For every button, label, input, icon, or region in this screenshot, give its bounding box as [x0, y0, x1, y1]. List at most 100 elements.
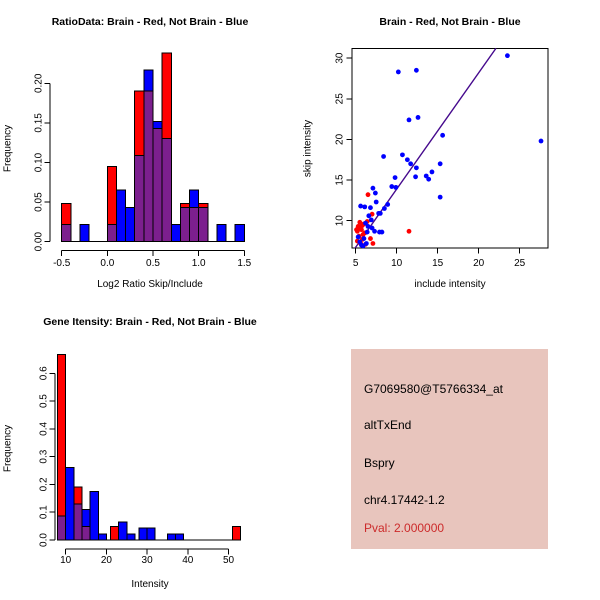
scatter-point-blue	[362, 204, 368, 210]
gene-info-panel: G7069580@T5766334_at altTxEnd Bspry chr4…	[351, 349, 548, 549]
fit-line	[354, 47, 497, 249]
histogram-bar-overlap	[161, 138, 172, 243]
histogram-bar-red	[73, 486, 83, 505]
scatter-point-blue	[363, 241, 369, 246]
scatter-point-blue	[358, 203, 364, 209]
histogram-bar-blue	[189, 189, 200, 209]
histogram-bar-blue	[118, 521, 128, 541]
histogram-bar-blue	[81, 509, 91, 528]
panel-intensity-scatter: Brain - Red, Not Brain - Blue 5 10 15 20 25 1…	[300, 0, 600, 300]
chromosome-location-text: chr4.17442-1.2	[364, 493, 445, 507]
scatter-point-red	[354, 227, 359, 233]
x-tick-label: 25	[514, 258, 526, 269]
scatter-point-blue	[369, 225, 375, 231]
histogram-bar-red	[106, 165, 117, 225]
y-tick-label: 25	[335, 93, 346, 105]
histogram-bar-red	[134, 90, 145, 156]
panel-gene-intensity-histogram: Gene Itensity: Brain - Red, Not Brain - …	[0, 300, 300, 600]
scatter-point-blue	[406, 117, 412, 123]
histogram-bar-blue	[152, 120, 163, 129]
histogram-bar-overlap	[198, 207, 209, 243]
scatter-point-blue	[361, 236, 367, 241]
scatter-point-blue	[368, 205, 373, 211]
histogram-bar-overlap	[189, 207, 200, 243]
scatter-point-blue	[365, 223, 371, 229]
y-tick-label: 20	[335, 133, 346, 145]
x-tick-label: -0.5	[53, 258, 71, 269]
y-tick-label: 0.15	[34, 113, 45, 133]
x-tick-label: 40	[182, 555, 194, 566]
y-tick-label: 0.3	[39, 449, 50, 463]
ratio-histogram-ylabel: Frequency	[2, 124, 14, 173]
y-tick-label: 0.20	[34, 73, 45, 93]
gene-intensity-histogram-plot: 10 20 30 40 50 0.0 0.1 0.2 0.3 0.4 0.5 0.6	[39, 354, 242, 566]
scatter-point-blue	[404, 157, 410, 163]
gene-symbol-text: Bspry	[364, 456, 395, 470]
histogram-bar-red	[232, 526, 242, 541]
scatter-point-blue	[372, 190, 378, 196]
scatter-point-blue	[400, 152, 405, 158]
histogram-bar-blue	[125, 207, 136, 243]
scatter-point-blue	[363, 220, 368, 226]
histogram-bar-blue	[65, 466, 75, 541]
y-tick-label: 0.10	[34, 152, 45, 172]
scatter-point-blue	[372, 228, 377, 234]
histogram-bar-red	[109, 526, 120, 541]
intensity-scatter-plot: 5 10 15 20 25 10 15 20 25 30	[335, 47, 549, 269]
scatter-point-red	[359, 227, 364, 233]
y-tick-label: 0.05	[34, 192, 45, 212]
scatter-point-blue	[373, 199, 379, 205]
plot-box	[351, 48, 549, 249]
x-tick-label: 50	[223, 555, 235, 566]
scatter-point-blue	[408, 161, 414, 167]
histogram-bar-red	[61, 203, 72, 225]
y-tick-label: 0.0	[39, 533, 50, 547]
scatter-ylabel: skip intensity	[302, 119, 314, 178]
scatter-point-blue	[505, 53, 510, 59]
x-tick-label: 10	[60, 555, 72, 566]
scatter-point-blue	[413, 165, 419, 171]
scatter-point-blue	[426, 176, 432, 182]
scatter-point-blue	[437, 161, 443, 167]
scatter-point-blue	[393, 184, 399, 190]
scatter-point-blue	[423, 173, 429, 179]
y-tick-label: 15	[335, 174, 346, 186]
x-tick-label: 20	[473, 258, 485, 269]
scatter-point-blue	[538, 138, 544, 144]
scatter-point-blue	[395, 69, 401, 75]
histogram-bar-blue	[126, 533, 136, 541]
scatter-point-red	[365, 192, 371, 198]
ratio-histogram-plot: -0.5 0.0 0.5 1.0 1.5 0.00 0.05 0.10 0.15 0.20	[34, 52, 252, 269]
histogram-bar-blue	[115, 189, 127, 243]
scatter-point-blue	[415, 115, 421, 120]
scatter-point-red	[370, 241, 376, 246]
x-tick-label: 0.0	[100, 258, 114, 269]
scatter-point-blue	[376, 210, 382, 216]
splice-event-type-text: altTxEnd	[364, 418, 412, 432]
y-tick-label: 10	[335, 215, 346, 227]
histogram-bar-overlap	[73, 503, 83, 541]
histogram-bar-overlap	[134, 154, 145, 243]
histogram-bar-blue	[175, 533, 185, 541]
scatter-point-blue	[382, 206, 387, 211]
x-tick-label: 30	[142, 555, 154, 566]
scatter-point-red	[406, 228, 412, 234]
histogram-bar-blue	[170, 223, 181, 243]
histogram-bar-overlap	[106, 223, 117, 243]
histogram-bar-blue	[97, 533, 107, 541]
scatter-point-blue	[355, 234, 361, 240]
x-tick-label: 1.5	[237, 258, 251, 269]
scatter-point-blue	[368, 217, 374, 223]
y-tick-label: 0.5	[39, 394, 50, 408]
histogram-bar-blue	[166, 533, 177, 541]
histogram-bar-red	[57, 354, 67, 517]
x-tick-label: 15	[432, 258, 444, 269]
probe-id-text: G7069580@T5766334_at	[364, 382, 503, 396]
histogram-bar-overlap	[152, 127, 163, 243]
scatter-point-blue	[379, 229, 385, 235]
histogram-bar-blue	[143, 69, 154, 92]
histogram-bar-overlap	[61, 223, 72, 243]
scatter-point-blue	[370, 185, 376, 191]
x-tick-label: 5	[353, 258, 359, 269]
